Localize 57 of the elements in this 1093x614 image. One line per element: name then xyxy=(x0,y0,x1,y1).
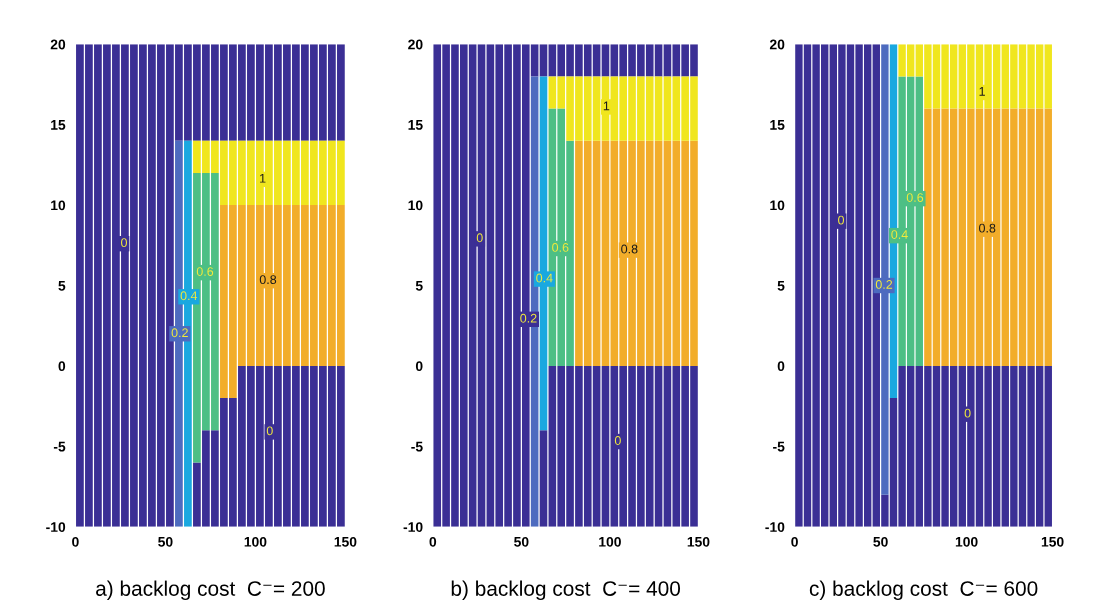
annotation: 0.4 xyxy=(180,291,198,301)
x-tick-label: 50 xyxy=(158,536,173,547)
x-tick-label: 100 xyxy=(955,536,978,547)
x-tick-label: 150 xyxy=(1041,536,1064,547)
annotation: 0.2 xyxy=(875,280,893,289)
x-tick-label: 0 xyxy=(72,536,79,547)
y-tick-label: -10 xyxy=(403,522,423,532)
y-tick-label: -5 xyxy=(411,441,423,452)
annotation: 0.4 xyxy=(891,230,908,239)
annotation: 0.4 xyxy=(536,273,553,283)
y-tick-label: 0 xyxy=(777,361,785,372)
annotation: 0.2 xyxy=(520,313,537,323)
y-tick-label: -5 xyxy=(53,441,66,452)
annotation: 0.8 xyxy=(979,223,996,233)
x-tick-label: 100 xyxy=(599,536,621,547)
annotation: 0.6 xyxy=(196,267,214,276)
annotation: 1 xyxy=(979,87,985,96)
annotation: 0 xyxy=(266,426,273,436)
annotation: 0.8 xyxy=(259,275,277,285)
y-tick-label: 0 xyxy=(415,361,423,372)
annotation: 0.6 xyxy=(906,193,924,202)
x-tick-label: 0 xyxy=(429,536,437,547)
y-tick-label: 20 xyxy=(408,39,423,50)
y-tick-label: 0 xyxy=(58,361,66,372)
y-tick-label: -10 xyxy=(46,522,66,532)
annotation: 0 xyxy=(121,238,127,248)
y-tick-label: 20 xyxy=(50,39,66,50)
text: a) backlog cost C⁻= 200 xyxy=(96,580,325,601)
y-tick-label: 10 xyxy=(408,200,423,211)
x-tick-label: 100 xyxy=(244,536,267,547)
y-tick-label: -10 xyxy=(765,522,785,532)
x-tick-label: 0 xyxy=(791,536,798,547)
annotation: 1 xyxy=(603,101,610,111)
annotation: 1 xyxy=(260,173,266,183)
annotation: 0.6 xyxy=(552,243,569,252)
y-tick-label: 15 xyxy=(408,120,423,130)
y-tick-label: 10 xyxy=(51,200,66,211)
y-tick-label: 5 xyxy=(58,280,66,291)
y-tick-label: 5 xyxy=(777,280,785,291)
x-tick-label: 50 xyxy=(514,536,529,547)
y-tick-label: -5 xyxy=(773,441,785,452)
y-tick-label: 5 xyxy=(415,280,423,291)
annotation: 0 xyxy=(838,215,845,225)
x-tick-label: 50 xyxy=(873,536,888,547)
x-tick-label: 150 xyxy=(687,536,710,547)
annotation: 0.2 xyxy=(171,328,188,338)
y-tick-label: 20 xyxy=(769,39,785,50)
text: b) backlog cost C⁻= 400 xyxy=(451,580,681,601)
y-tick-label: 15 xyxy=(770,120,785,130)
annotation: 0.8 xyxy=(621,244,638,254)
text: c) backlog cost C⁻= 600 xyxy=(809,580,1038,601)
annotation: 0 xyxy=(476,233,483,243)
y-tick-label: 15 xyxy=(51,120,66,130)
y-tick-label: 10 xyxy=(770,200,785,211)
annotation: 0 xyxy=(964,408,971,418)
annotation: 0 xyxy=(614,436,621,445)
x-tick-label: 150 xyxy=(334,536,357,547)
